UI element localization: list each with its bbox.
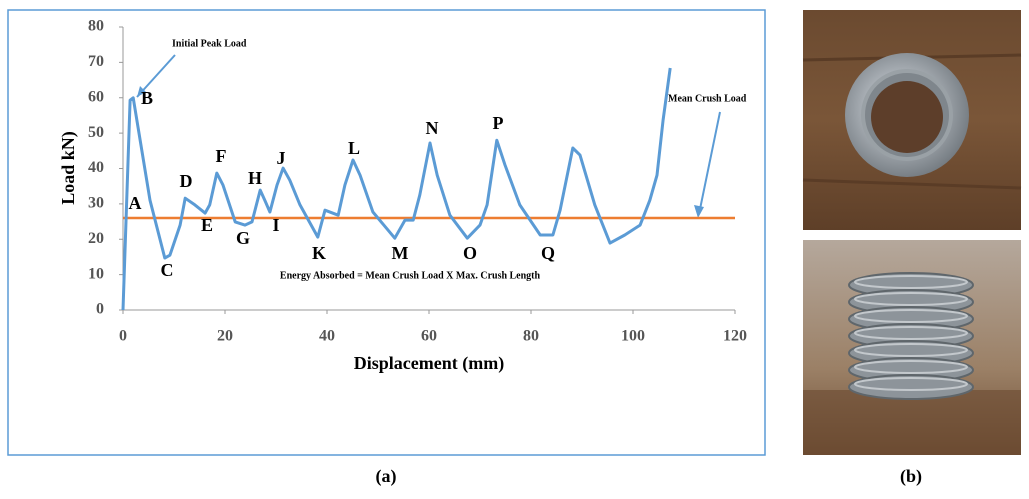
- x-tick-label: 40: [319, 328, 335, 345]
- y-tick-label: 80: [88, 18, 104, 35]
- ring-shine: [854, 275, 968, 289]
- photo-top: [802, 10, 1022, 230]
- load-curve: [121, 67, 672, 311]
- y-tick-label: 70: [88, 53, 104, 70]
- y-tick-label: 50: [88, 124, 104, 141]
- x-tick-label: 0: [119, 328, 127, 345]
- caption: (b): [900, 466, 922, 487]
- point-label: I: [272, 215, 279, 235]
- point-label: J: [277, 148, 286, 168]
- caption: (a): [376, 466, 397, 487]
- point-label: H: [248, 168, 262, 188]
- point-label: M: [392, 243, 409, 263]
- y-tick-label: 20: [88, 230, 104, 247]
- x-tick-label: 120: [723, 328, 747, 345]
- y-tick-label: 0: [96, 301, 104, 318]
- ring: [848, 374, 974, 400]
- y-tick-label: 60: [88, 88, 104, 105]
- point-label: P: [493, 113, 504, 133]
- point-label: E: [201, 215, 213, 235]
- x-axis-label: Displacement (mm): [354, 353, 504, 374]
- arrow: [698, 111, 721, 215]
- point-label: Q: [541, 243, 555, 263]
- x-tick-label: 20: [217, 328, 233, 345]
- annotation: Initial Peak Load: [172, 38, 247, 49]
- ring-shine: [854, 309, 968, 323]
- chart-frame: [7, 9, 766, 456]
- y-axis-label: Load kN): [58, 131, 79, 205]
- point-label: N: [426, 118, 439, 138]
- ring-shine: [854, 360, 968, 374]
- y-tick-label: 40: [88, 159, 104, 176]
- point-label: L: [348, 138, 360, 158]
- annotation: Energy Absorbed = Mean Crush Load X Max.…: [280, 270, 541, 281]
- point-label: D: [180, 171, 193, 191]
- arrow-head: [137, 86, 146, 97]
- ring-shine: [854, 343, 968, 357]
- point-label: C: [161, 260, 174, 280]
- y-tick-label: 10: [88, 265, 104, 282]
- point-label: G: [236, 228, 250, 248]
- point-label: O: [463, 243, 477, 263]
- arrow-head: [694, 205, 704, 218]
- point-label: F: [216, 146, 227, 166]
- photo-bottom: [803, 240, 1021, 455]
- annotation: Mean Crush Load: [668, 93, 747, 104]
- point-label: K: [312, 243, 326, 263]
- y-tick-label: 30: [88, 195, 104, 212]
- ring-shine: [854, 326, 968, 340]
- x-tick-label: 100: [621, 328, 645, 345]
- point-label: B: [141, 88, 153, 108]
- ring-shine: [854, 292, 968, 306]
- x-tick-label: 60: [421, 328, 437, 345]
- ring-shine: [854, 377, 968, 391]
- x-tick-label: 80: [523, 328, 539, 345]
- point-label: A: [129, 193, 142, 213]
